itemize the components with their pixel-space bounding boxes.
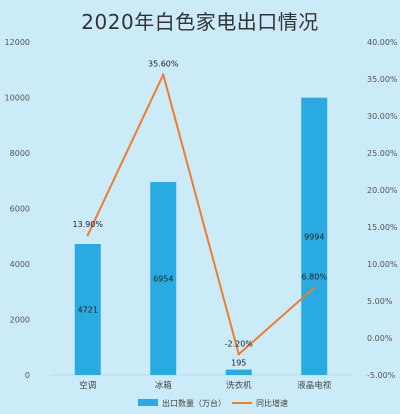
right-axis-tick-label: 20.00% (367, 186, 398, 195)
chart-title: 2020年白色家电出口情况 (81, 10, 319, 34)
category-label: 洗衣机 (226, 380, 252, 391)
bar-data-label: 9994 (304, 232, 324, 241)
bar-冰箱 (150, 182, 177, 375)
right-axis-tick-label: 40.00% (367, 38, 398, 47)
legend-bar-label: 出口数量（万台） (162, 398, 226, 408)
bar-液晶电视 (301, 97, 328, 375)
legend-line-label: 同比增速 (256, 398, 288, 408)
bar-空调 (74, 243, 101, 375)
right-axis-tick-label: 10.00% (367, 260, 398, 269)
category-label: 液晶电视 (297, 380, 332, 391)
line-data-label: 6.80% (302, 273, 328, 282)
right-axis-tick-label: -5.00% (367, 371, 396, 380)
bar-data-label: 4721 (78, 305, 98, 314)
right-axis-tick-label: 5.00% (367, 297, 393, 306)
line-data-label: 35.60% (148, 60, 179, 69)
line-data-label: -2.20% (225, 339, 254, 348)
growth-rate-point (313, 286, 316, 289)
right-axis-tick-label: 30.00% (367, 112, 398, 121)
legend-bar-swatch (138, 399, 158, 406)
line-data-label: 13.90% (72, 220, 103, 229)
left-axis-tick-label: 12000 (5, 38, 30, 47)
right-axis-tick-label: 25.00% (367, 149, 398, 158)
bar-洗衣机 (225, 369, 252, 375)
right-axis-tick-label: 0.00% (367, 334, 393, 343)
category-label: 空调 (79, 380, 96, 391)
bar-data-label: 195 (231, 359, 246, 368)
growth-rate-point (237, 353, 240, 356)
growth-rate-point (162, 73, 165, 76)
left-axis-tick-label: 8000 (10, 149, 30, 158)
left-axis-tick-label: 0 (25, 371, 30, 380)
left-axis-tick-label: 10000 (5, 94, 30, 103)
right-axis-tick-label: 15.00% (367, 223, 398, 232)
left-axis-tick-label: 6000 (10, 205, 30, 214)
left-axis-tick-label: 4000 (10, 260, 30, 269)
growth-rate-line (86, 73, 315, 356)
growth-rate-point (86, 233, 89, 237)
category-label: 冰箱 (155, 380, 173, 391)
bar-data-label: 6954 (153, 275, 173, 284)
left-axis-tick-label: 2000 (10, 316, 30, 325)
right-axis-tick-label: 35.00% (367, 75, 398, 84)
